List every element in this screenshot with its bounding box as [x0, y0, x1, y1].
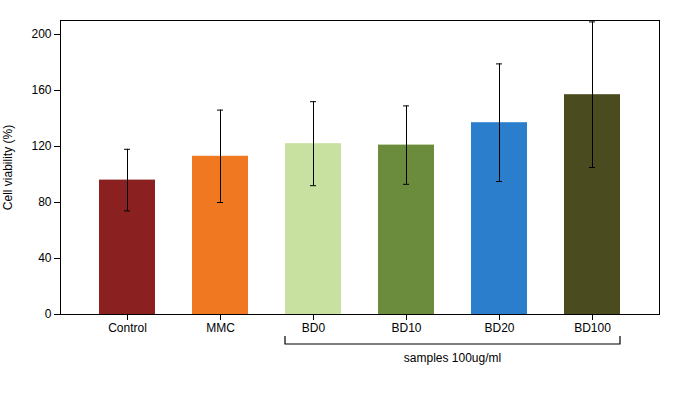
- svg-text:0: 0: [45, 307, 52, 321]
- svg-text:160: 160: [31, 83, 51, 97]
- svg-text:200: 200: [31, 27, 51, 41]
- svg-text:Control: Control: [108, 321, 147, 335]
- svg-text:80: 80: [38, 195, 52, 209]
- svg-text:BD20: BD20: [484, 321, 514, 335]
- svg-text:BD10: BD10: [391, 321, 421, 335]
- svg-text:BD100: BD100: [574, 321, 611, 335]
- svg-text:120: 120: [31, 139, 51, 153]
- svg-text:MMC: MMC: [206, 321, 235, 335]
- svg-text:40: 40: [38, 251, 52, 265]
- svg-text:samples 100ug/ml: samples 100ug/ml: [404, 351, 501, 365]
- svg-text:BD0: BD0: [302, 321, 326, 335]
- svg-text:Cell viability (%): Cell viability (%): [1, 125, 15, 210]
